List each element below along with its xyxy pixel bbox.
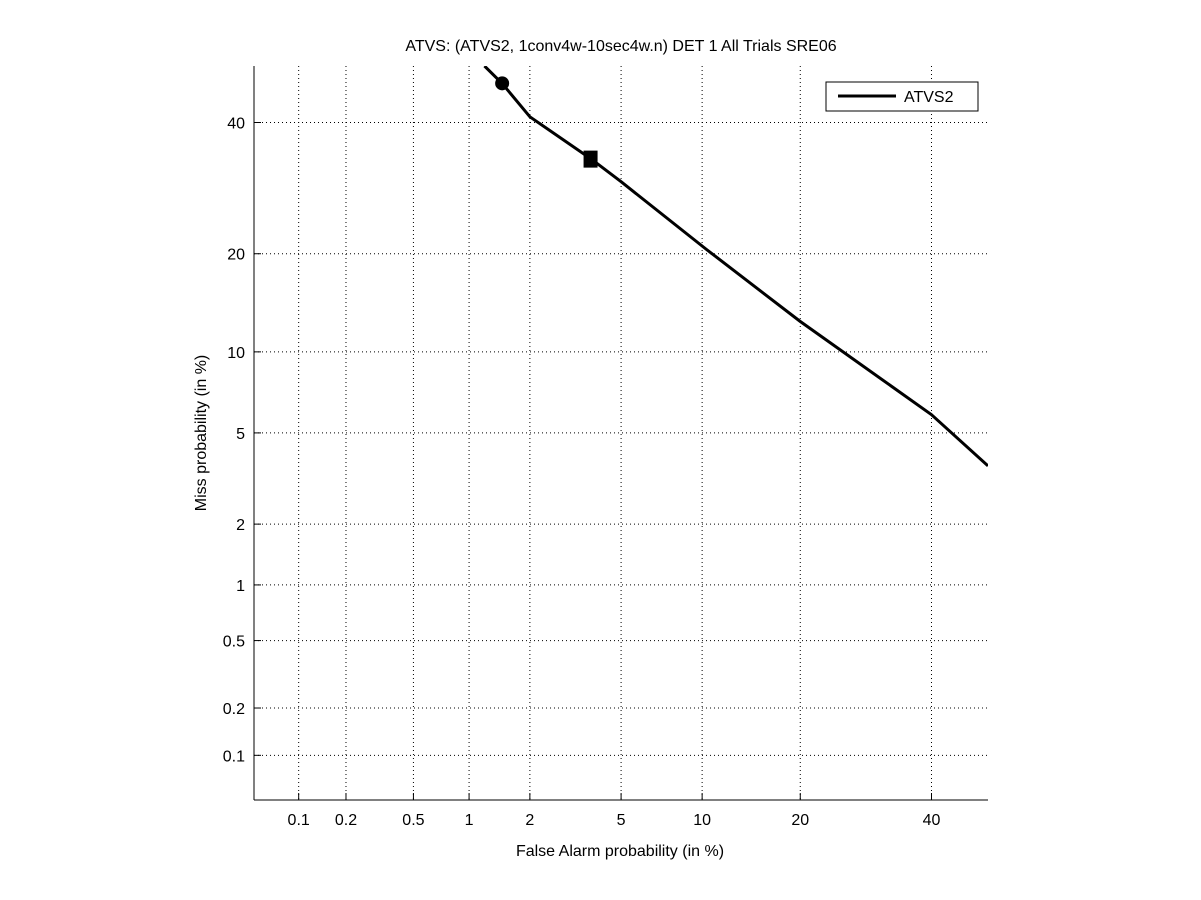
x-tick-label: 10 (693, 812, 711, 829)
y-tick-label: 10 (227, 345, 245, 362)
x-axis-label: False Alarm probability (in %) (516, 843, 724, 860)
y-tick-label: 0.2 (223, 701, 245, 718)
x-tick-label: 0.5 (402, 812, 424, 829)
circle-marker (495, 76, 510, 91)
y-tick-label: 1 (236, 578, 245, 595)
x-tick-label: 20 (791, 812, 809, 829)
chart-title: ATVS: (ATVS2, 1conv4w-10sec4w.n) DET 1 A… (405, 38, 836, 55)
y-tick-label: 20 (227, 247, 245, 264)
y-axis-label: Miss probability (in %) (193, 355, 210, 511)
series-group (483, 66, 988, 468)
x-tick-label: 1 (465, 812, 474, 829)
x-tick-label: 40 (923, 812, 941, 829)
x-tick-label: 0.2 (335, 812, 357, 829)
grid (254, 66, 988, 800)
x-tick-label: 0.1 (288, 812, 310, 829)
legend: ATVS2 (825, 81, 979, 112)
series-line-atvs2 (483, 66, 988, 468)
y-tick-label: 0.1 (223, 748, 245, 765)
y-tick-label: 40 (227, 116, 245, 133)
x-ticks: 0.1 0.2 0.5 1 2 5 10 20 40 (288, 793, 941, 829)
square-marker (583, 150, 598, 168)
x-tick-label: 2 (525, 812, 534, 829)
y-tick-label: 0.5 (223, 634, 245, 651)
legend-label-atvs2: ATVS2 (904, 89, 954, 106)
x-tick-label: 5 (617, 812, 626, 829)
y-tick-label: 5 (236, 426, 245, 443)
y-ticks: 0.1 0.2 0.5 1 2 5 10 20 40 (223, 116, 261, 765)
axes (253, 66, 988, 801)
y-tick-label: 2 (236, 517, 245, 534)
